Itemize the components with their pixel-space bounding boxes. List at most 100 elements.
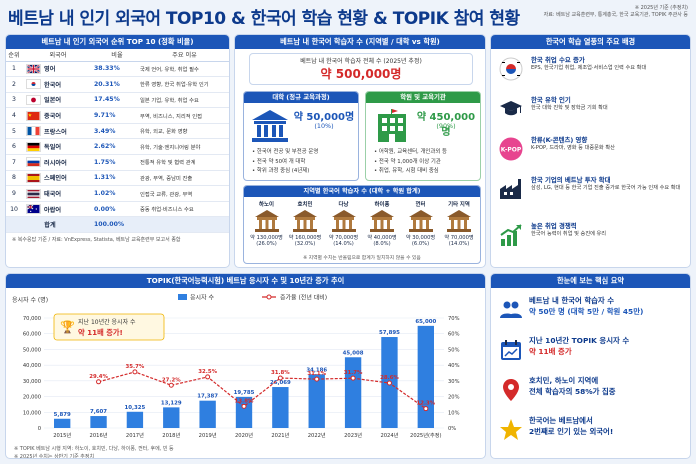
growth-label: 31.8% [271,370,290,376]
bar-value-label: 26,069 [270,380,291,386]
bar-value-label: 57,895 [379,330,400,336]
region-percent: (14.0%) [448,241,470,247]
de-flag-icon [22,138,44,156]
language-reason: 인접국 교류, 관광, 무역 [140,185,229,202]
ranking-title: 베트남 내 인기 외국어 순위 TOP 10 (정확 비율) [6,35,229,49]
growth-label: 31.7% [344,370,363,376]
rank-number: 4 [6,107,22,124]
total-value: 100.00% [94,216,140,234]
language-percent: 2.62% [94,138,140,156]
ranking-row: 7 러시아어 1.75% 전통적 유학 및 협력 관계 [6,154,229,171]
rank-number: 1 [6,61,22,78]
fr-flag-icon [22,123,44,140]
ru-flag-icon [22,154,44,171]
language-name: 한국어 [44,76,94,93]
topik-chart: 응시자 수 (명) 0 10,000 20,000 30,000 40,000 50,000… [12,294,460,459]
rank-number: 7 [6,154,22,171]
growth-label: 31.1% [307,371,326,377]
col-lang: 외국어 [22,49,94,62]
x-tick-label: 2025년(추정) [410,431,442,439]
x-tick-label: 2023년 [344,431,362,439]
bar [417,325,434,428]
x-tick-label: 2015년 [53,431,71,439]
summary-item-regions: 호치민, 하노이 지역에 전체 학습자의 58%가 집중 [499,376,685,410]
language-percent: 17.45% [94,92,140,109]
location-pin-icon [503,379,519,401]
language-reason: 관광, 무역, 중남미 진출 [140,170,229,187]
legend-line-label: 증가율 (전년 대비) [280,294,327,302]
growth-label: 13.8% [235,398,254,404]
legend-bar-label: 응시자 수 [190,294,214,302]
region-item: 기타 지역 약 70,000명 (14.0%) [441,200,478,247]
university-title: 대학 (정규 교육과정) [244,92,358,103]
region-name: 기타 지역 [448,202,470,208]
region-value: 약 30,000명 [405,235,436,241]
learners-total-value: 약 500,000명 [320,67,402,81]
ranking-row: 3 일본어 17.45% 일본 기업, 유학, 취업 수요 [6,92,229,109]
chart-title: TOPIK(한국어능력시험) 베트남 응시자 수 및 10년간 증가 추이 [6,274,485,288]
ranking-row: 2 한국어 20.31% 한류 영향, 한국 취업·유학 인기 [6,76,229,93]
factory-icon [500,179,521,199]
trophy-icon: 🏆 [60,320,75,334]
summary-item-topik: 지난 10년간 TOPIK 응시자 수 약 11배 증가 [499,336,685,370]
y-tick-label: 30,000 [23,379,41,385]
language-percent: 9.71% [94,107,140,124]
rank-number: 5 [6,123,22,140]
y2-tick-label: 50% [448,347,460,353]
language-reason: 전통적 유학 및 협력 관계 [140,154,229,171]
rank-number: 9 [6,185,22,202]
growth-label: 29.4% [89,374,108,380]
growth-point [205,374,211,380]
y-tick-label: 40,000 [23,363,41,369]
summary-item-learners: 베트남 내 한국어 학습자 수 약 50만 명 (대학 5만 / 학원 45만) [499,296,685,330]
y2-tick-label: 40% [448,363,460,369]
ranking-footnote: ※ 복수응답 기준 / 자료: VnExpress, Statista, 베트남… [12,237,181,244]
ranking-row: 9 태국어 1.02% 인접국 교류, 관광, 무역 [6,185,229,202]
region-item: 껀터 약 30,000명 (6.0%) [402,200,439,247]
region-note: ※ 지역별 수치는 반올림으로 합계가 일치하지 않을 수 있음 [303,256,421,261]
language-ranking-panel: 베트남 내 인기 외국어 순위 TOP 10 (정확 비율) 순위 외국어 비율… [5,34,230,268]
y-tick-label: 70,000 [23,316,41,322]
source-note: ※ 2025년 기준 (추정치) 자료: 베트남 교육훈련부, 통계총국, 한국… [543,5,688,18]
graduation-cap-icon [500,101,522,116]
col-pct: 비율 [94,49,140,62]
university-card: 대학 (정규 교육과정) 약 50,000명 (10%) • 한국어 전공 및 … [243,91,359,181]
bar [235,396,253,428]
bar [163,407,180,428]
x-tick-label: 2018년 [162,431,180,439]
landmark-icon [254,210,279,232]
ranking-table: 순위 외국어 비율 주요 이유 1 영어 38.33% 국제 언어, 유학, 취업 필… [6,49,229,234]
chart-note: ※ TOPIK 베트남 시행 지역: 하노이, 호치민, 다낭, 하이퐁, 껀터… [14,445,174,452]
growth-chart-icon [500,224,522,246]
es-flag-icon [22,170,44,187]
language-percent: 1.75% [94,154,140,171]
region-item: 호치민 약 160,000명 (32.0%) [287,200,324,247]
rank-number: 8 [6,170,22,187]
cn-flag-icon [22,107,44,124]
growth-label: 32.5% [198,369,217,375]
rank-number: 2 [6,76,22,93]
kr-flag-icon [22,76,44,93]
language-percent: 1.02% [94,185,140,202]
calendar-icon [501,340,521,360]
callout-box [53,313,165,341]
bar [344,357,362,428]
bar-value-label: 45,008 [343,350,364,356]
jp-flag-icon [22,92,44,109]
learners-title: 베트남 내 한국어 학습자 수 (지역별 / 대학 vs 학원) [235,35,485,49]
language-reason: 한류 영향, 한국 취업·유학 인기 [140,76,229,93]
rank-number: 3 [6,92,22,109]
region-item: 다낭 약 70,000명 (14.0%) [325,200,362,247]
korea-flag-icon [499,57,523,81]
language-name: 스페인어 [44,170,94,187]
region-box: 지역별 한국어 학습자 수 (대학 + 학원 합계) 하노이 약 130,000명… [243,185,481,264]
ranking-row: 1 영어 38.33% 국제 언어, 유학, 취업 필수 [6,61,229,78]
rank-number: 6 [6,138,22,156]
region-value: 약 160,000명 [288,235,322,241]
landmark-icon [447,210,471,232]
legend-bar-swatch [178,294,187,300]
background-item-hallyu: K-POP 한류(K-콘텐츠) 영향 K-POP, 드라마, 영화 등 대중문화… [499,135,685,171]
region-percent: (6.0%) [411,241,430,247]
y-tick-label: 0 [38,426,41,432]
region-name: 하이퐁 [374,202,390,208]
